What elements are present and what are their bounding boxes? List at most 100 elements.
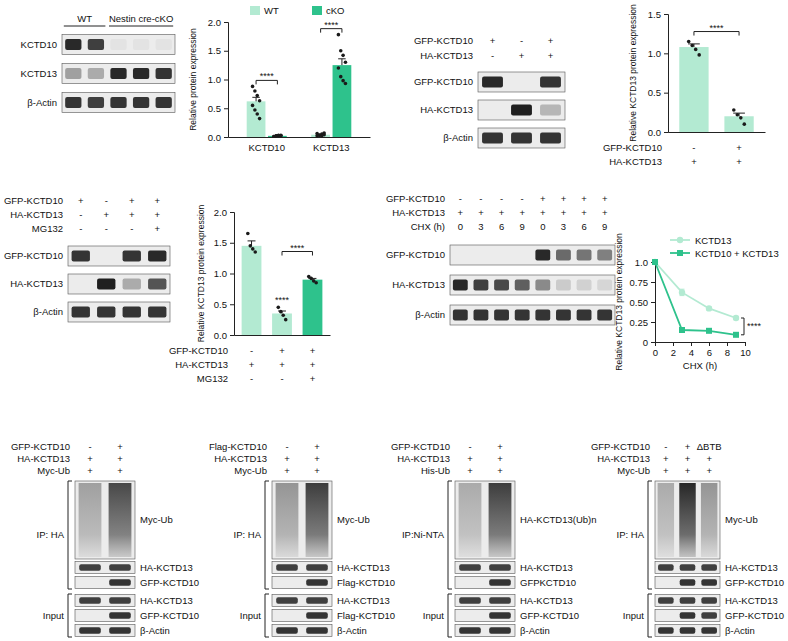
condition-sign: + <box>117 453 123 464</box>
tick: 0.0 <box>208 132 228 143</box>
annotations: **** <box>741 318 762 335</box>
blot-strip <box>450 245 615 265</box>
band <box>79 564 101 571</box>
row-label: Myc-Ub <box>337 514 370 525</box>
band <box>276 564 298 571</box>
section-bracket <box>448 481 452 589</box>
condition-sign: + <box>154 209 160 220</box>
legend-marker <box>677 237 683 243</box>
blot-strip <box>272 481 332 559</box>
tick-label: 1.0 <box>214 268 227 279</box>
blot-strip <box>62 64 175 84</box>
tick: 0.5 <box>214 299 234 310</box>
data-point <box>314 281 318 285</box>
tick: KCTD13 <box>313 137 349 153</box>
tick-label: KCTD13 <box>313 142 349 153</box>
axis: 0.00.51.01.5 <box>648 9 669 138</box>
condition-sign: + <box>685 441 691 452</box>
condition-sign: - <box>280 373 283 384</box>
band <box>79 597 101 604</box>
marker <box>706 328 712 334</box>
condition-sign: - <box>79 209 82 220</box>
section-label: IP:Ni-NTA <box>402 529 445 540</box>
tick-label: 0.5 <box>214 299 227 310</box>
data-point <box>697 53 701 57</box>
tick-mark <box>745 342 746 346</box>
band <box>453 280 468 291</box>
tick-mark <box>651 342 655 343</box>
section-bracket <box>68 481 72 589</box>
row-label: HA-KCTD13 <box>140 562 193 573</box>
annotation: **** <box>275 295 290 305</box>
blot-strip <box>478 100 565 120</box>
bar-chart: 0.00.51.01.52.0KCTD10KCTD13 Relative prot… <box>188 5 371 153</box>
row-label: HA-KCTD13 <box>520 595 573 606</box>
condition-label: MG132 <box>32 223 63 234</box>
data-point <box>732 108 736 112</box>
data-point <box>344 82 348 86</box>
tick-label: 0.75 <box>630 277 649 288</box>
tick: 0 <box>653 342 658 358</box>
tick-label: 0.5 <box>648 87 661 98</box>
band <box>577 280 592 291</box>
row-label: HA-KCTD13(Ub)n <box>520 514 597 525</box>
band <box>459 564 481 571</box>
condition-sign: - <box>130 223 133 234</box>
band <box>701 579 717 586</box>
line <box>655 262 736 335</box>
band <box>540 77 561 88</box>
row-label: HA-KCTD13 <box>520 562 573 573</box>
blot-strip <box>455 577 515 589</box>
axis: KCTD10KCTD13 <box>229 137 371 153</box>
data-point <box>341 54 345 58</box>
tick-label: 1.0 <box>648 48 661 59</box>
band <box>597 310 612 321</box>
tick-mark <box>230 212 234 213</box>
data-point <box>253 89 257 93</box>
condition-sign: + <box>284 453 290 464</box>
band <box>680 564 696 571</box>
row-label: HA-KCTD13 <box>10 278 63 289</box>
band <box>88 97 104 108</box>
condition-sign: ΔBTB <box>697 441 722 452</box>
condition-sign: + <box>103 209 109 220</box>
band <box>680 579 696 586</box>
tick: 2.0 <box>208 17 228 28</box>
condition-sign: + <box>467 453 473 464</box>
condition-sign: + <box>602 193 608 204</box>
band <box>482 77 503 88</box>
axis-line <box>656 343 746 347</box>
axis-title: Relative protein expression <box>188 28 198 131</box>
band <box>556 280 571 291</box>
axis: 0.00.51.01.52.0 <box>208 17 229 143</box>
data-point <box>739 116 743 120</box>
band <box>459 597 481 604</box>
band <box>511 133 532 144</box>
line-chart: 024681000.250.500.751.0Relative KCTD13 p… <box>614 233 779 371</box>
condition-sign: + <box>663 453 669 464</box>
condition-sign: - <box>664 441 667 452</box>
tick-label: 0.50 <box>630 297 649 308</box>
band <box>494 280 509 291</box>
data-point <box>743 122 747 126</box>
band <box>701 597 717 604</box>
band <box>556 250 571 261</box>
tick-label: 2.0 <box>214 207 227 218</box>
condition-sign: + <box>490 35 496 46</box>
annotations: ******** <box>256 20 342 85</box>
tick-label: 2.0 <box>208 17 221 28</box>
tick: 10 <box>740 342 751 358</box>
band <box>658 564 674 571</box>
condition-label: HA-KCTD13 <box>17 453 70 464</box>
legend-swatch <box>312 6 322 15</box>
data-point <box>339 49 343 53</box>
band <box>658 597 674 604</box>
condition-sign: - <box>520 35 523 46</box>
condition-sign: + <box>87 465 93 476</box>
data-point <box>253 108 257 112</box>
condition-sign: + <box>663 465 669 476</box>
condition-sign: + <box>736 142 742 153</box>
blot-strip <box>272 625 332 637</box>
blot-panel: GFP-KCTD10-+HA-KCTD13++Myc-Ub++Myc-UbHA-… <box>11 441 199 637</box>
row-label: β-Actin <box>337 625 367 636</box>
